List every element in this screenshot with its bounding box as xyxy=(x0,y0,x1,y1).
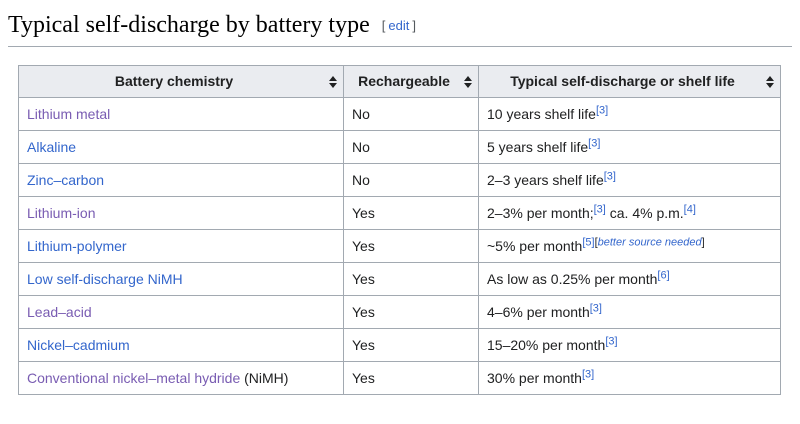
edit-bracket-open: [ xyxy=(381,18,386,33)
inline-tag-superscript: [better source needed] xyxy=(594,235,705,248)
header-row: Battery chemistry Rechargeable Typical s… xyxy=(18,65,781,98)
sort-icon xyxy=(766,75,774,88)
column-header-label: Rechargeable xyxy=(358,73,450,89)
battery-chemistry-cell: Conventional nickel–metal hydride (NiMH) xyxy=(18,361,344,395)
self-discharge-cell: 15–20% per month[3] xyxy=(478,328,781,362)
battery-chemistry-cell: Nickel–cadmium xyxy=(18,328,344,362)
reference-link[interactable]: [3] xyxy=(603,169,616,182)
reference-link[interactable]: [6] xyxy=(657,268,670,281)
reference-superscript: [6] xyxy=(657,269,669,281)
reference-superscript: [4] xyxy=(684,203,696,215)
rechargeable-cell: Yes xyxy=(343,229,479,263)
rechargeable-cell: Yes xyxy=(343,196,479,230)
self-discharge-cell: As low as 0.25% per month[6] xyxy=(478,262,781,296)
battery-chemistry-link[interactable]: Alkaline xyxy=(27,138,77,155)
self-discharge-cell: 30% per month[3] xyxy=(478,361,781,395)
table-row: Lithium metal No 10 years shelf life[3] xyxy=(18,97,781,131)
battery-chemistry-cell: Lead–acid xyxy=(18,295,344,329)
battery-chemistry-cell: Low self-discharge NiMH xyxy=(18,262,344,296)
rechargeable-cell: Yes xyxy=(343,295,479,329)
reference-link[interactable]: [3] xyxy=(588,136,601,149)
self-discharge-cell: ~5% per month[5][better source needed] xyxy=(478,229,781,263)
battery-chemistry-cell: Zinc–carbon xyxy=(18,163,344,197)
reference-superscript: [5] xyxy=(582,236,594,248)
battery-chemistry-cell: Alkaline xyxy=(18,130,344,164)
reference-link[interactable]: [3] xyxy=(581,367,595,380)
reference-link[interactable]: [3] xyxy=(593,202,606,215)
battery-chemistry-cell: Lithium metal xyxy=(18,97,344,131)
table-row: Zinc–carbon No 2–3 years shelf life[3] xyxy=(18,163,781,197)
edit-section: [edit] xyxy=(382,18,416,33)
self-discharge-text: 15–20% per month xyxy=(487,336,606,353)
column-header-self-discharge[interactable]: Typical self-discharge or shelf life xyxy=(478,65,781,98)
sort-icon xyxy=(329,75,337,88)
rechargeable-cell: No xyxy=(343,97,479,131)
battery-chemistry-link[interactable]: Lead–acid xyxy=(27,303,92,320)
rechargeable-cell: No xyxy=(343,163,479,197)
battery-chemistry-cell: Lithium-polymer xyxy=(18,229,344,263)
reference-link[interactable]: [3] xyxy=(605,334,618,347)
battery-chemistry-link[interactable]: Lithium-ion xyxy=(27,204,96,221)
battery-chemistry-link[interactable]: Zinc–carbon xyxy=(27,171,105,188)
reference-superscript: [3] xyxy=(604,170,616,182)
rechargeable-cell: Yes xyxy=(343,328,479,362)
battery-chemistry-link[interactable]: Conventional nickel–metal hydride xyxy=(27,369,241,386)
column-header-label: Battery chemistry xyxy=(114,73,234,89)
edit-link[interactable]: edit xyxy=(388,18,410,33)
reference-superscript: [3] xyxy=(596,104,608,116)
reference-link[interactable]: [3] xyxy=(589,301,602,314)
table-row: Lead–acid Yes 4–6% per month[3] xyxy=(18,295,781,329)
reference-superscript: [3] xyxy=(582,368,594,380)
battery-chemistry-suffix: (NiMH) xyxy=(240,369,289,386)
self-discharge-text: 10 years shelf life xyxy=(487,105,596,122)
table-row: Lithium-polymer Yes ~5% per month[5][bette… xyxy=(18,229,781,263)
battery-chemistry-link[interactable]: Nickel–cadmium xyxy=(27,336,130,353)
table-row: Alkaline No 5 years shelf life[3] xyxy=(18,130,781,164)
self-discharge-text: ~5% per month xyxy=(487,237,583,254)
reference-superscript: [3] xyxy=(588,137,600,149)
reference-superscript: [3] xyxy=(605,335,617,347)
rechargeable-cell: Yes xyxy=(343,361,479,395)
self-discharge-text: As low as 0.25% per month xyxy=(487,270,658,287)
battery-chemistry-link[interactable]: Lithium-polymer xyxy=(27,237,127,254)
self-discharge-cell: 2–3% per month;[3] ca. 4% p.m.[4] xyxy=(478,196,781,230)
table-body: Lithium metal No 10 years shelf life[3] Alk… xyxy=(18,97,781,395)
battery-chemistry-link[interactable]: Low self-discharge NiMH xyxy=(27,270,183,287)
table-row: Nickel–cadmium Yes 15–20% per month[3] xyxy=(18,328,781,362)
table-row: Low self-discharge NiMH Yes As low as 0.25… xyxy=(18,262,781,296)
edit-bracket-close: ] xyxy=(412,18,416,33)
self-discharge-cell: 10 years shelf life[3] xyxy=(478,97,781,131)
better-source-needed-link[interactable]: better source needed xyxy=(597,235,702,248)
battery-self-discharge-table: Battery chemistry Rechargeable Typical s… xyxy=(18,65,781,395)
column-header-label: Typical self-discharge or shelf life xyxy=(510,73,735,89)
column-header-rechargeable[interactable]: Rechargeable xyxy=(343,65,479,98)
reference-superscript: [3] xyxy=(594,203,606,215)
reference-link[interactable]: [4] xyxy=(683,202,696,215)
section-heading: Typical self-discharge by battery type [e… xyxy=(8,0,792,47)
rechargeable-cell: No xyxy=(343,130,479,164)
battery-chemistry-link[interactable]: Lithium metal xyxy=(27,105,111,122)
column-header-battery-chemistry[interactable]: Battery chemistry xyxy=(18,65,344,98)
self-discharge-cell: 5 years shelf life[3] xyxy=(478,130,781,164)
reference-superscript: [3] xyxy=(590,302,602,314)
reference-link[interactable]: [3] xyxy=(595,103,609,116)
self-discharge-cell: 2–3 years shelf life[3] xyxy=(478,163,781,197)
self-discharge-text: 2–3 years shelf life xyxy=(487,171,604,188)
table-row: Lithium-ion Yes 2–3% per month;[3] ca. 4% … xyxy=(18,196,781,230)
table-head: Battery chemistry Rechargeable Typical s… xyxy=(18,65,781,98)
self-discharge-text: 4–6% per month xyxy=(487,303,590,320)
self-discharge-cell: 4–6% per month[3] xyxy=(478,295,781,329)
battery-chemistry-cell: Lithium-ion xyxy=(18,196,344,230)
self-discharge-text: 30% per month xyxy=(487,369,582,386)
table-row: Conventional nickel–metal hydride (NiMH)… xyxy=(18,361,781,395)
article-section: Typical self-discharge by battery type [e… xyxy=(8,0,792,395)
self-discharge-text: 2–3% per month; xyxy=(487,204,594,221)
self-discharge-text: ca. 4% p.m. xyxy=(605,204,684,221)
rechargeable-cell: Yes xyxy=(343,262,479,296)
self-discharge-text: 5 years shelf life xyxy=(487,138,589,155)
section-heading-text: Typical self-discharge by battery type xyxy=(8,12,370,38)
sort-icon xyxy=(464,75,472,88)
reference-link[interactable]: [5] xyxy=(582,235,595,248)
